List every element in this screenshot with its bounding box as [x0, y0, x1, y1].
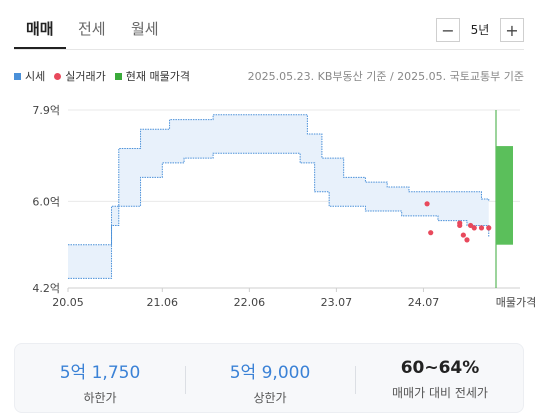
x-tick-label: 20.05	[52, 296, 84, 309]
y-tick-label: 4.2억	[32, 282, 60, 295]
transaction-dot	[471, 225, 477, 231]
legend-label-price: 시세	[25, 70, 46, 83]
tab-bar: 매매 전세 월세	[14, 0, 524, 50]
lower-price-label: 하한가	[83, 391, 117, 405]
lower-price-value: 5억 1,750	[59, 363, 141, 383]
tab-sale[interactable]: 매매	[26, 20, 54, 38]
transaction-dot	[428, 230, 434, 236]
period-label: 5년	[470, 23, 490, 37]
transaction-dot	[478, 225, 485, 231]
summary-divider	[355, 366, 356, 394]
transaction-dot	[486, 225, 492, 231]
transaction-dot	[457, 222, 463, 229]
blue-square-icon	[14, 72, 21, 80]
price-summary: 5억 1,750 하한가 5억 9,000 상한가 60~64% 매매가 대비 …	[14, 343, 524, 413]
jeonse-ratio-value: 60~64%	[400, 358, 480, 378]
transaction-dot	[464, 237, 470, 243]
summary-upper-price: 5억 9,000 상한가	[185, 358, 355, 406]
x-tick-label: 24.07	[408, 296, 440, 309]
data-source-note: 2025.05.23. KB부동산 기준 / 2025.05. 국토교통부 기준	[247, 70, 524, 83]
red-dot-icon	[54, 72, 62, 80]
summary-jeonse-ratio: 60~64% 매매가 대비 전세가	[355, 358, 525, 401]
legend-label-transactions: 실거래가	[65, 70, 106, 83]
summary-lower-price: 5억 1,750 하한가	[15, 358, 185, 406]
transaction-dot	[424, 201, 430, 207]
transaction-dot	[460, 232, 466, 238]
chart-legend: 시세 실거래가 현재 매물가격	[14, 68, 199, 84]
x-tick-label: 23.07	[321, 296, 353, 309]
x-tick-label: 22.06	[234, 296, 266, 309]
period-decrease-button[interactable]: −	[436, 18, 460, 42]
active-tab-underline	[14, 47, 66, 49]
period-selector: − 5년 +	[436, 18, 524, 42]
price-band-upper-line	[68, 114, 490, 246]
legend-item-transactions: 실거래가	[54, 68, 106, 84]
y-tick-label: 7.9억	[32, 104, 60, 117]
summary-divider	[185, 366, 186, 394]
y-tick-label: 6.0억	[32, 195, 60, 208]
legend-item-price: 시세	[14, 68, 45, 84]
tab-monthly-rent[interactable]: 월세	[131, 20, 159, 38]
jeonse-ratio-label: 매매가 대비 전세가	[392, 386, 488, 400]
price-band-lower-line	[68, 152, 490, 279]
tab-jeonse[interactable]: 전세	[78, 20, 106, 38]
listing-axis-label: 매물가격	[496, 296, 536, 309]
x-tick-label: 21.06	[147, 296, 179, 309]
upper-price-value: 5억 9,000	[229, 363, 311, 383]
legend-label-listing: 현재 매물가격	[125, 70, 190, 83]
legend-item-listing: 현재 매물가격	[114, 68, 190, 84]
green-square-icon	[114, 72, 122, 80]
listing-price-bar	[496, 146, 513, 245]
upper-price-label: 상한가	[253, 391, 287, 405]
period-increase-button[interactable]: +	[500, 18, 524, 42]
price-band-area	[68, 114, 489, 279]
